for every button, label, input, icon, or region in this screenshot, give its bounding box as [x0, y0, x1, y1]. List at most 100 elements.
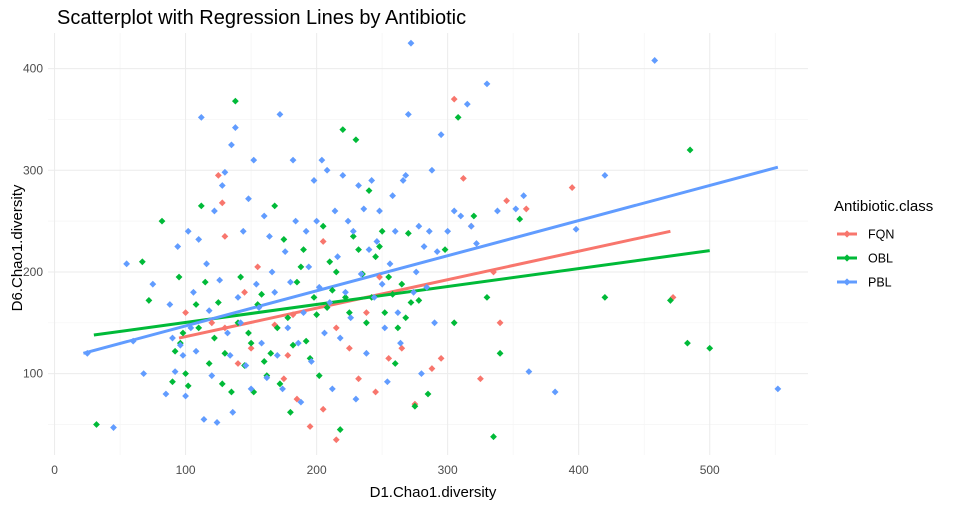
obl-point	[169, 378, 176, 386]
pbl-point	[360, 205, 368, 213]
obl-point	[385, 273, 393, 281]
pbl-point	[294, 339, 302, 347]
pbl-point	[444, 227, 452, 235]
obl-point	[197, 202, 205, 210]
pbl-point	[651, 57, 659, 64]
obl-point	[381, 309, 389, 317]
obl-point	[273, 324, 281, 332]
legend: Antibiotic.class FQN OBL PBL	[834, 198, 933, 290]
pbl-point	[83, 349, 91, 357]
y-tick-label: 100	[23, 367, 43, 381]
pbl-point	[211, 207, 218, 215]
pbl-point	[162, 390, 170, 398]
pbl-point	[572, 225, 580, 233]
fqn-regression-line	[178, 229, 671, 340]
pbl-point	[239, 227, 247, 235]
obl-point	[271, 202, 279, 210]
fqn-point	[234, 360, 242, 367]
pbl-point	[231, 124, 239, 131]
pbl-point	[349, 227, 357, 235]
pbl-point	[336, 334, 344, 342]
legend-key-marker	[843, 278, 851, 286]
pbl-point	[463, 100, 471, 108]
pbl-point	[289, 156, 297, 164]
pbl-point	[347, 314, 355, 322]
obl-point	[260, 358, 268, 365]
pbl-point	[415, 222, 423, 230]
pbl-point	[234, 293, 242, 301]
pbl-point	[373, 238, 381, 245]
obl-point	[394, 324, 402, 332]
pbl-point	[386, 260, 394, 268]
pbl-point	[166, 301, 174, 308]
y-tick-label: 300	[23, 163, 43, 177]
fqn-point	[221, 324, 229, 332]
pbl-point	[494, 207, 501, 215]
pbl-point	[255, 304, 263, 311]
pbl-point	[200, 416, 208, 423]
legend-key-marker	[843, 254, 851, 262]
pbl-point	[276, 110, 284, 118]
pbl-point	[292, 217, 300, 225]
obl-point	[450, 319, 458, 327]
fqn-point	[490, 268, 497, 276]
x-tick-label: 300	[438, 463, 458, 477]
legend-key-marker	[843, 230, 851, 238]
pbl-point	[226, 351, 234, 359]
pbl-point	[297, 398, 305, 406]
pbl-point	[318, 156, 326, 164]
obl-point	[345, 309, 353, 317]
obl-point	[231, 97, 239, 105]
x-tick-label: 100	[176, 463, 196, 477]
fqn-point	[319, 405, 327, 413]
pbl-point	[242, 362, 250, 369]
pbl-point	[273, 351, 281, 359]
obl-point	[686, 146, 694, 154]
fqn-point	[355, 375, 362, 383]
pbl-point	[229, 408, 237, 416]
obl-point	[289, 341, 297, 349]
pbl-point	[247, 385, 255, 393]
y-tick-label: 400	[23, 62, 43, 76]
pbl-point	[551, 388, 559, 396]
obl-point	[175, 273, 183, 281]
fqn-point	[214, 171, 222, 179]
obl-point	[287, 408, 294, 416]
x-axis-ticks: 0 100 200 300 400 500	[51, 463, 720, 477]
fqn-point	[221, 232, 229, 240]
pbl-point	[370, 293, 378, 301]
pbl-point	[176, 341, 184, 349]
pbl-point	[525, 368, 533, 376]
pbl-point	[171, 368, 179, 376]
obl-point	[138, 258, 146, 266]
pbl-point	[363, 349, 370, 357]
legend-label: FQN	[868, 228, 894, 242]
pbl-point	[394, 309, 402, 317]
fqn-point	[450, 95, 458, 103]
pbl-point	[224, 329, 231, 337]
fqn-point	[293, 395, 301, 403]
obl-point	[284, 314, 292, 322]
pbl-point	[268, 268, 276, 276]
obl-point	[363, 319, 370, 327]
pbl-point	[245, 195, 252, 203]
pbl-point	[237, 319, 245, 327]
pbl-point	[266, 232, 273, 240]
obl-point	[313, 311, 321, 319]
pbl-point	[228, 141, 235, 149]
obl-point	[221, 349, 229, 357]
pbl-point	[313, 217, 321, 225]
pbl-point	[339, 171, 347, 179]
pbl-point	[123, 260, 131, 268]
fqn-point	[284, 351, 292, 359]
pbl-point	[197, 114, 205, 121]
obl-point	[315, 372, 323, 380]
obl-point	[214, 299, 222, 306]
y-axis-title: D6.Chao1.diversity	[9, 184, 26, 311]
fqn-point	[306, 423, 314, 430]
pbl-point	[110, 424, 117, 431]
pbl-point	[431, 319, 438, 327]
pbl-point	[378, 280, 386, 288]
pbl-point	[182, 392, 189, 400]
